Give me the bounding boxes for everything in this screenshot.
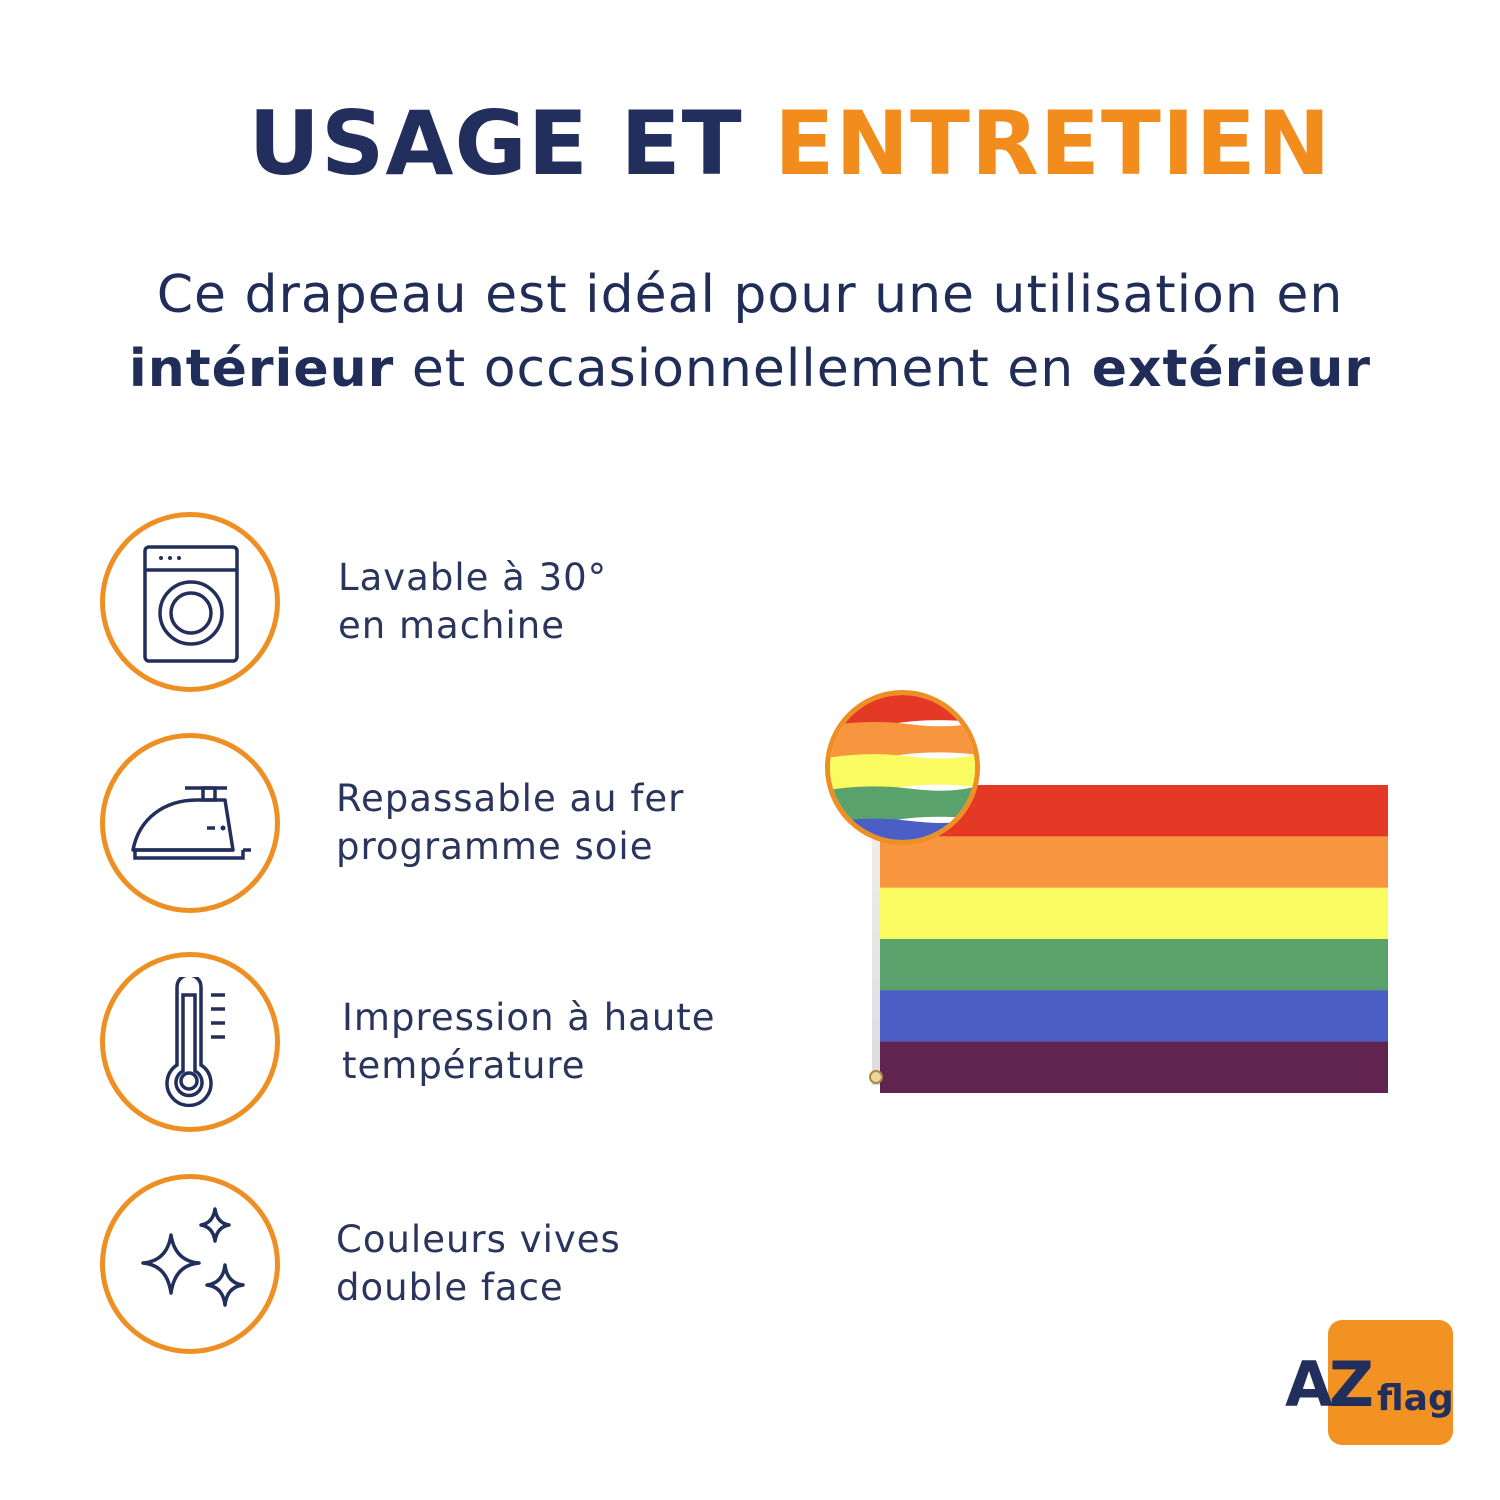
feature-text: Repassable au fer programme soie [336,775,684,871]
feature-text: Couleurs vives double face [336,1216,621,1312]
flag-detail-zoom [825,690,980,845]
intro-text: Ce drapeau est idéal pour une utilisatio… [0,258,1500,406]
intro-middle: et occasionnellement en [411,339,1075,399]
zoom-stripe [830,786,975,825]
zoom-stripe [830,754,975,793]
flag-stripe [880,836,1388,889]
logo-flag-text: flag [1377,1378,1454,1419]
feature-text: Lavable à 30° en machine [338,554,607,650]
azflag-logo: AZ flag [1285,1320,1454,1445]
feature-ironable: Repassable au fer programme soie [100,733,780,923]
flag-stripe [880,887,1388,940]
feature-circle [100,733,280,913]
feature-washable: Lavable à 30° en machine [100,512,780,702]
flag-hoist [872,785,882,1085]
feature-line1: Impression à haute [342,996,716,1039]
sparkle-icon [141,1207,245,1307]
feature-line2: double face [336,1266,564,1309]
feature-circle [100,952,280,1132]
feature-printing: Impression à haute température [100,952,780,1142]
feature-circle [100,1174,280,1354]
logo-az: AZ [1285,1348,1374,1421]
flag-illustration [825,690,1395,1100]
rainbow-flag [880,785,1388,1093]
washing-machine-icon [143,545,239,663]
zoom-stripe [830,721,975,761]
flag-stripe [880,939,1388,991]
intro-bold-exterieur: extérieur [1091,339,1372,399]
feature-line1: Lavable à 30° [338,556,608,599]
intro-line1: Ce drapeau est idéal pour une utilisatio… [156,265,1344,325]
feature-line2: en machine [338,604,565,647]
feature-text: Impression à haute température [342,994,716,1090]
feature-line1: Repassable au fer [336,777,685,820]
title-part-entretien: ENTRETIEN [774,92,1332,195]
flag-detail-image [830,695,975,840]
thermometer-icon [165,977,225,1107]
logo-box [1328,1320,1453,1445]
feature-colors: Couleurs vives double face [100,1174,780,1364]
iron-icon [131,786,251,860]
flag-stripe [880,1041,1388,1093]
feature-line1: Couleurs vives [336,1218,621,1261]
page-title: USAGE ET ENTRETIEN [0,92,1500,195]
title-part-usage: USAGE ET [248,92,743,195]
flag-grommet [869,1070,883,1084]
feature-circle [100,512,280,692]
flag-stripe [880,990,1388,1043]
feature-line2: température [342,1044,586,1087]
intro-bold-interieur: intérieur [128,339,395,399]
feature-line2: programme soie [336,825,654,868]
